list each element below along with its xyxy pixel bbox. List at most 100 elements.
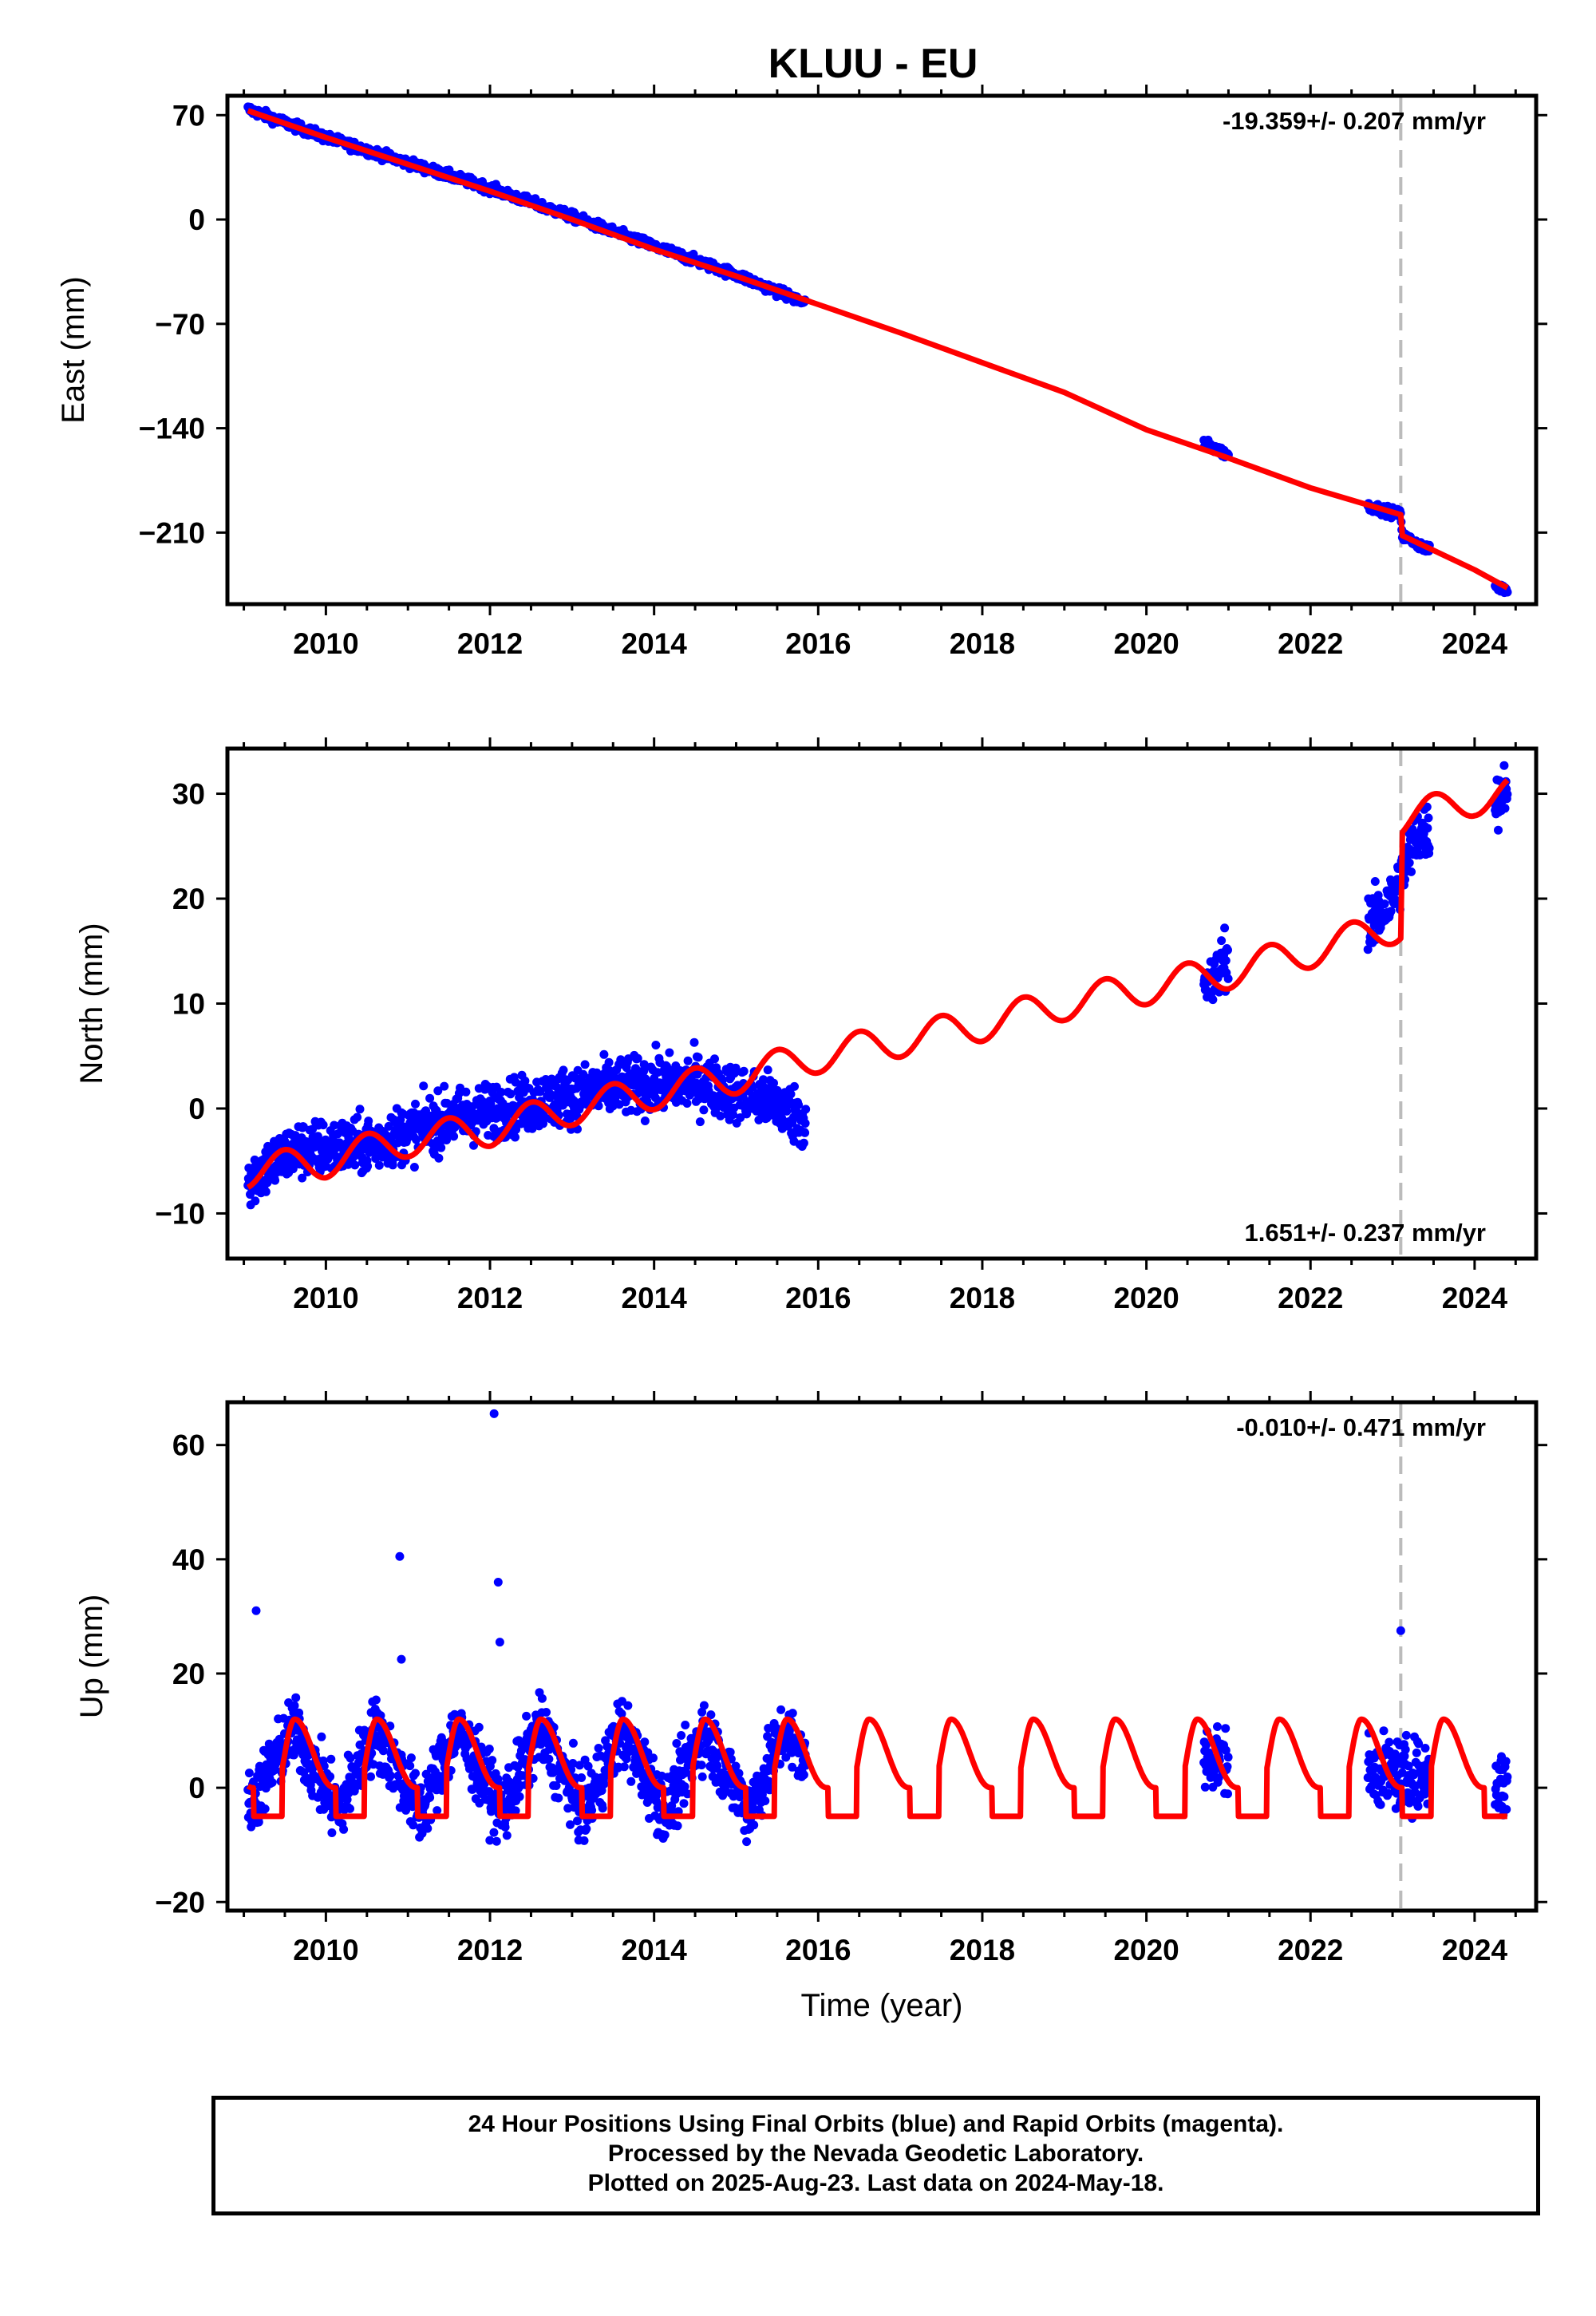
data-point	[411, 1099, 420, 1109]
data-point	[244, 1769, 254, 1778]
y-tick-label: 0	[188, 204, 205, 236]
data-point	[1502, 1804, 1511, 1814]
data-point	[760, 1796, 770, 1805]
north-plot-frame	[225, 746, 1539, 1261]
data-point	[317, 1732, 326, 1741]
data-point	[786, 1089, 796, 1099]
data-point	[639, 1060, 649, 1069]
data-point	[542, 1708, 551, 1717]
data-point	[433, 1806, 442, 1816]
data-point	[763, 1065, 772, 1075]
data-point	[366, 1772, 375, 1781]
data-point	[695, 1117, 705, 1127]
x-tick-label: 2014	[622, 627, 688, 660]
data-point	[799, 1138, 808, 1148]
data-point	[489, 1828, 499, 1837]
x-tick-label: 2018	[950, 627, 1015, 660]
data-point	[742, 1109, 752, 1119]
data-point	[254, 1817, 263, 1827]
data-point	[1223, 1753, 1233, 1762]
data-point	[710, 1054, 719, 1064]
x-tick-label: 2012	[457, 1282, 523, 1314]
east-velocity-annotation: -19.359+/- 0.207 mm/yr	[1223, 107, 1486, 135]
y-tick-label: 20	[172, 1658, 205, 1690]
data-point	[651, 1041, 661, 1049]
data-point	[790, 1081, 799, 1091]
data-point	[326, 1754, 336, 1764]
data-point	[260, 1804, 270, 1813]
east-final-orbit-points	[243, 102, 1512, 598]
data-point	[327, 1828, 337, 1837]
data-point	[559, 1065, 568, 1075]
data-point	[344, 1132, 354, 1142]
data-point	[1401, 1730, 1411, 1740]
data-point	[425, 1792, 435, 1802]
data-point	[729, 1110, 738, 1120]
data-point	[1407, 867, 1416, 876]
data-point	[801, 1105, 811, 1114]
data-point	[350, 1160, 360, 1170]
y-tick-label: 0	[188, 1093, 205, 1125]
data-point	[587, 1805, 597, 1815]
x-tick-label: 2024	[1442, 627, 1508, 660]
data-point	[639, 1066, 649, 1076]
data-point	[421, 1106, 430, 1116]
data-point	[699, 1105, 709, 1115]
up-y-axis-label: Up (mm)	[74, 1595, 109, 1719]
data-point	[385, 1771, 395, 1780]
data-point	[484, 1745, 494, 1753]
up-final-orbit-points	[243, 1409, 1512, 1847]
x-tick-label: 2010	[293, 627, 358, 660]
data-point	[290, 1701, 299, 1710]
data-point	[409, 1820, 418, 1830]
x-tick-label: 2010	[293, 1934, 358, 1966]
x-tick-label: 2012	[457, 627, 523, 660]
data-point	[693, 1053, 703, 1062]
data-point	[288, 1164, 298, 1174]
x-tick-label: 2022	[1278, 1934, 1343, 1966]
data-point	[326, 1772, 335, 1781]
up-velocity-annotation: -0.010+/- 0.471 mm/yr	[1236, 1413, 1486, 1441]
data-point	[522, 1711, 531, 1721]
data-point	[1503, 789, 1512, 799]
data-point	[371, 1695, 381, 1705]
x-tick-label: 2016	[785, 627, 851, 660]
data-point	[665, 1048, 674, 1057]
data-point	[502, 1831, 512, 1840]
y-tick-label: 30	[172, 778, 205, 811]
data-point	[577, 1773, 587, 1782]
data-point	[298, 1173, 307, 1183]
data-point	[374, 1160, 384, 1170]
data-point	[1223, 974, 1233, 983]
data-point	[515, 1792, 524, 1801]
data-point	[474, 1722, 484, 1732]
data-point	[506, 1089, 516, 1099]
data-point	[799, 1770, 808, 1780]
data-point	[1404, 858, 1414, 868]
data-point	[1363, 945, 1373, 954]
east-plot-frame	[225, 93, 1539, 607]
data-point	[1500, 804, 1510, 813]
data-point	[437, 1143, 446, 1152]
data-point	[604, 1057, 614, 1067]
data-point	[579, 1836, 589, 1845]
data-point	[425, 1093, 435, 1103]
data-point	[1213, 1722, 1222, 1731]
data-point	[339, 1824, 349, 1834]
data-point	[1385, 1737, 1394, 1747]
y-tick-label: −70	[155, 308, 205, 341]
data-point	[488, 1756, 497, 1765]
x-axis-label: Time (year)	[801, 1988, 963, 2023]
y-tick-label: 60	[172, 1429, 205, 1462]
data-point	[378, 1746, 388, 1756]
data-point	[291, 1693, 301, 1702]
data-point	[1400, 1745, 1410, 1754]
data-point	[800, 1119, 810, 1128]
y-tick-label: −20	[155, 1886, 205, 1919]
outlier-point	[251, 1606, 261, 1615]
data-point	[772, 1085, 782, 1095]
data-point	[318, 1120, 328, 1130]
x-tick-label: 2024	[1442, 1934, 1508, 1966]
data-point	[1503, 1773, 1512, 1781]
data-point	[1413, 1801, 1423, 1811]
